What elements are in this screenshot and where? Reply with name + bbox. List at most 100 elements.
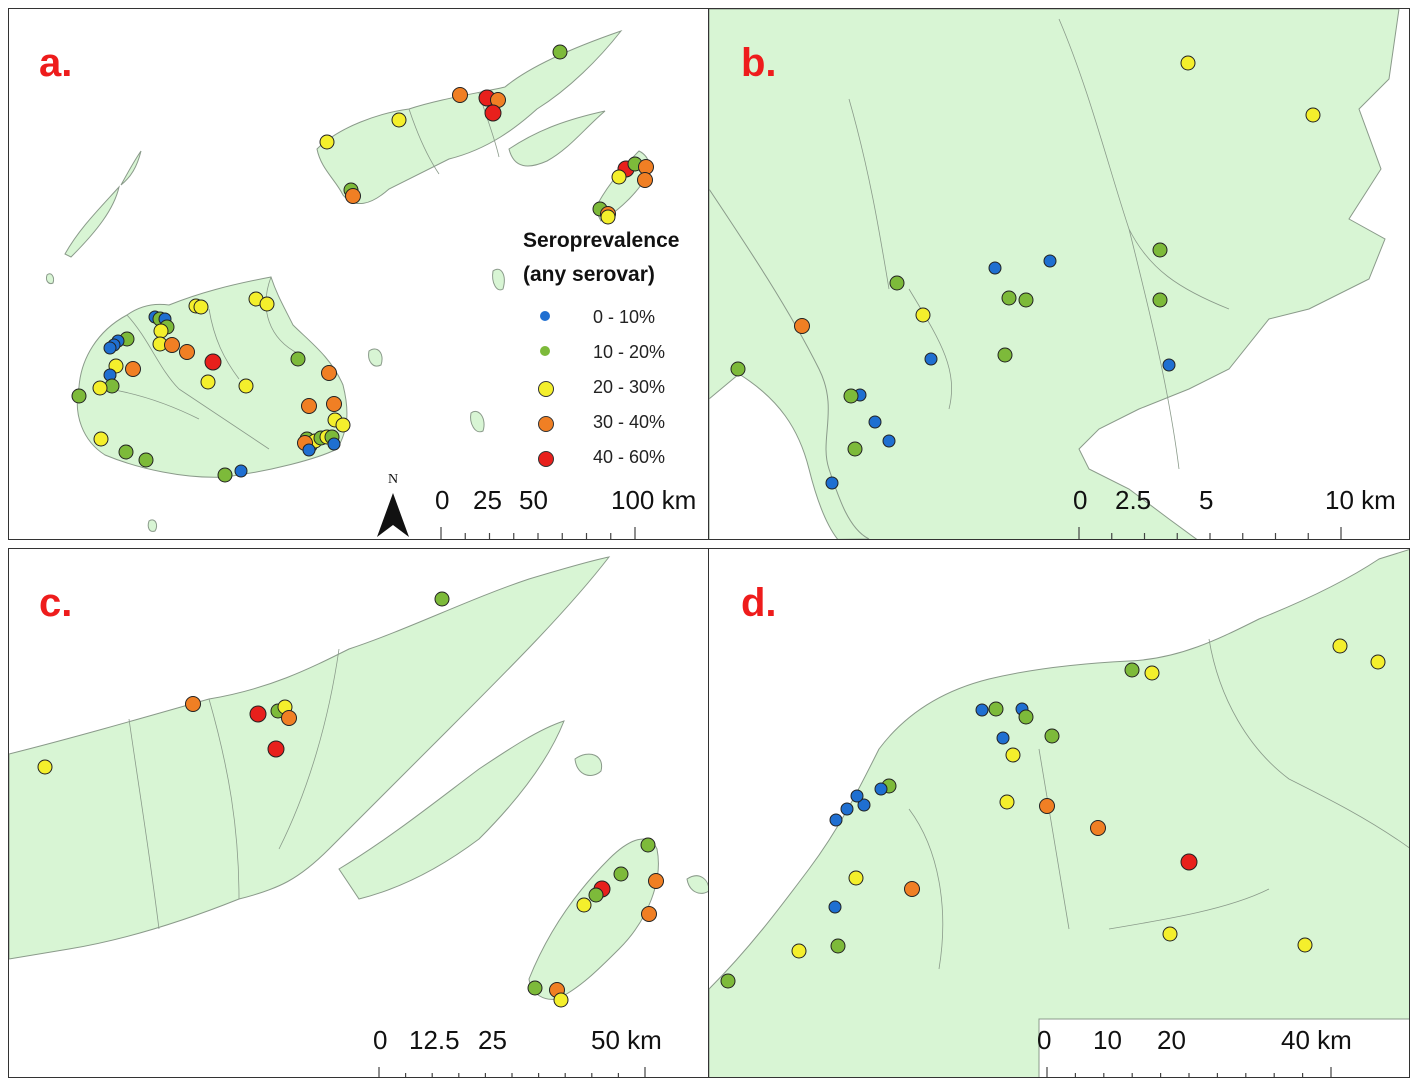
north-arrow: N xyxy=(375,469,411,539)
site-marker xyxy=(1001,290,1017,306)
site-marker xyxy=(1043,254,1057,268)
site-marker xyxy=(611,169,627,185)
site-marker xyxy=(1162,926,1178,942)
site-marker xyxy=(868,415,882,429)
site-marker xyxy=(125,361,141,377)
site-marker xyxy=(882,434,896,448)
site-marker xyxy=(1144,665,1160,681)
legend-label: 40 - 60% xyxy=(593,447,666,467)
site-marker xyxy=(840,802,854,816)
site-marker xyxy=(975,703,989,717)
scale-label: 0 xyxy=(373,1025,388,1055)
site-marker xyxy=(391,112,407,128)
site-marker xyxy=(1162,358,1176,372)
scale-label: 2.5 xyxy=(1115,485,1152,515)
scale-bar-d: 0 10 20 40 km xyxy=(1033,1019,1409,1077)
land-vanua-levu xyxy=(316,29,623,204)
site-marker xyxy=(217,467,233,483)
site-marker xyxy=(637,172,653,188)
site-marker xyxy=(153,323,169,339)
site-marker xyxy=(319,134,335,150)
site-marker xyxy=(484,104,502,122)
scale-label: 5 xyxy=(1199,485,1214,515)
site-marker xyxy=(321,365,337,381)
site-marker xyxy=(301,398,317,414)
scale-bar-graphic xyxy=(1078,527,1342,539)
legend-title: Seroprevalence xyxy=(523,229,680,252)
site-marker xyxy=(1005,747,1021,763)
site-marker xyxy=(204,353,222,371)
site-marker xyxy=(179,344,195,360)
panel-label-b: b. xyxy=(741,41,777,85)
scale-label: 25 xyxy=(478,1025,507,1055)
site-marker xyxy=(1305,107,1321,123)
panel-d: d. 0 10 20 40 km xyxy=(708,548,1410,1078)
map-panel-b xyxy=(709,9,1400,539)
site-marker xyxy=(847,441,863,457)
site-marker xyxy=(843,388,859,404)
land-main-d xyxy=(709,549,1409,1077)
site-marker xyxy=(1124,662,1140,678)
site-marker xyxy=(118,444,134,460)
scale-bar-graphic xyxy=(378,1067,646,1077)
site-marker xyxy=(193,299,209,315)
site-marker xyxy=(138,452,154,468)
site-marker xyxy=(552,44,568,60)
scale-bar-graphic xyxy=(440,527,636,539)
site-marker xyxy=(434,591,450,607)
scale-label: 10 km xyxy=(1325,485,1396,515)
site-marker xyxy=(93,431,109,447)
land-small-islands xyxy=(46,150,505,532)
north-arrow-icon: N xyxy=(377,472,409,537)
scale-label: 100 km xyxy=(611,485,697,515)
legend-swatch xyxy=(538,451,554,467)
scale-bar-c: 0 12.5 25 50 km xyxy=(365,1019,708,1077)
panel-label-c: c. xyxy=(39,581,73,625)
site-marker xyxy=(829,813,843,827)
site-marker xyxy=(848,870,864,886)
site-marker xyxy=(335,417,351,433)
scale-bar-a: 0 25 50 100 km xyxy=(429,479,708,539)
site-marker xyxy=(1370,654,1386,670)
site-marker xyxy=(1044,728,1060,744)
scale-label: 40 km xyxy=(1281,1025,1352,1055)
site-marker xyxy=(553,992,569,1008)
panel-b: b. 0 2.5 5 10 km xyxy=(708,8,1410,540)
panel-label-a: a. xyxy=(39,41,73,85)
site-marker xyxy=(327,437,341,451)
site-marker xyxy=(200,374,216,390)
site-marker xyxy=(345,188,361,204)
site-marker xyxy=(828,900,842,914)
site-marker xyxy=(1018,292,1034,308)
site-marker xyxy=(267,740,285,758)
legend-swatch xyxy=(540,311,550,321)
site-marker xyxy=(791,943,807,959)
site-marker xyxy=(988,261,1002,275)
land-taveuni-c xyxy=(528,838,659,1000)
site-marker xyxy=(1152,242,1168,258)
site-marker xyxy=(1039,798,1055,814)
site-marker xyxy=(71,388,87,404)
site-marker xyxy=(600,209,616,225)
site-marker xyxy=(234,464,248,478)
site-marker xyxy=(988,701,1004,717)
site-marker xyxy=(794,318,810,334)
scale-label: 0 xyxy=(1037,1025,1052,1055)
site-marker xyxy=(874,782,888,796)
legend-swatch xyxy=(538,381,554,397)
site-marker xyxy=(996,731,1010,745)
scale-bar-graphic xyxy=(1046,1067,1332,1077)
site-marker xyxy=(576,897,592,913)
panel-label-d: d. xyxy=(741,581,777,625)
scale-label: 50 xyxy=(519,485,548,515)
map-panel-c xyxy=(9,556,708,1008)
site-marker xyxy=(640,837,656,853)
legend-label: 10 - 20% xyxy=(593,342,666,362)
site-marker xyxy=(1152,292,1168,308)
site-marker xyxy=(889,275,905,291)
site-marker xyxy=(830,938,846,954)
site-marker xyxy=(825,476,839,490)
site-marker xyxy=(164,337,180,353)
site-marker xyxy=(1180,55,1196,71)
site-marker xyxy=(915,307,931,323)
